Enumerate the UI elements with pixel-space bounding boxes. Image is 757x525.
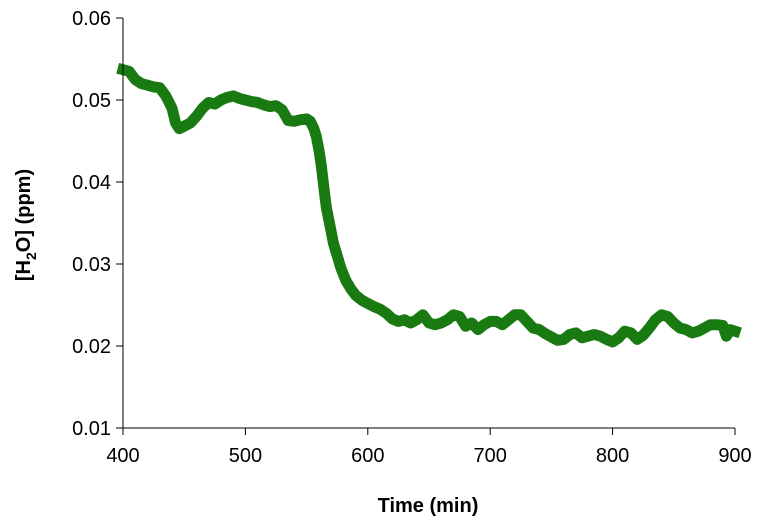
y-axis-title-part-1: [H xyxy=(13,260,35,281)
y-axis-title-part-3: O] (ppm) xyxy=(13,169,35,252)
x-tick-label: 600 xyxy=(351,445,384,467)
x-axis-ticks: 400 500 600 700 800 900 xyxy=(106,428,752,467)
y-tick-label: 0.05 xyxy=(72,90,111,112)
plot-area xyxy=(116,62,742,348)
y-tick-label: 0.04 xyxy=(72,172,111,194)
y-tick-label: 0.01 xyxy=(72,418,111,440)
x-tick-label: 700 xyxy=(474,445,507,467)
x-tick-label: 400 xyxy=(106,445,139,467)
y-tick-label: 0.06 xyxy=(72,8,111,30)
x-tick-label: 800 xyxy=(596,445,629,467)
x-tick-label: 500 xyxy=(229,445,262,467)
y-tick-label: 0.02 xyxy=(72,336,111,358)
y-tick-label: 0.03 xyxy=(72,254,111,276)
x-tick-label: 900 xyxy=(718,445,751,467)
y-axis-ticks: 0.01 0.02 0.03 0.04 0.05 0.06 xyxy=(72,8,123,440)
series-line-h2o xyxy=(116,62,742,348)
x-axis-title: Time (min) xyxy=(378,495,479,517)
y-axis-title: [H2O] (ppm) xyxy=(13,169,39,281)
y-axis-title-subscript: 2 xyxy=(23,252,39,260)
